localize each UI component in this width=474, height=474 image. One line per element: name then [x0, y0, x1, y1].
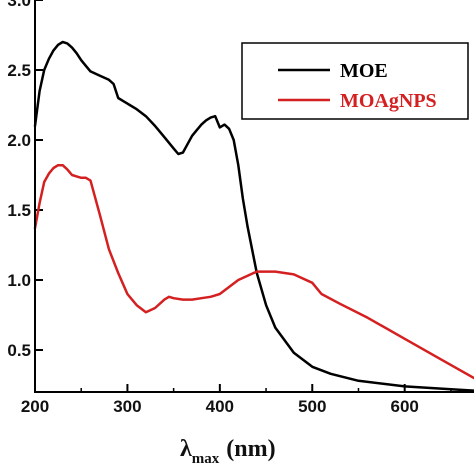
x-axis-title-symbol: λ [180, 436, 192, 462]
y-tick-label: 1.5 [7, 201, 31, 220]
x-tick-labels: 200 300 400 500 600 [21, 397, 419, 416]
x-axis-title: λmax (nm) [180, 436, 276, 467]
x-tick-label: 400 [206, 397, 234, 416]
y-tick-labels: 0.5 1.0 1.5 2.0 2.5 3.0 [7, 0, 31, 360]
series-line-moagnps [33, 163, 474, 380]
plot-frame [34, 0, 474, 393]
legend: MOE MOAgNPS [241, 42, 469, 120]
y-tick-label: 3.0 [7, 0, 31, 10]
x-axis-title-subscript: max [192, 451, 220, 467]
series-line-moe [33, 40, 474, 392]
x-tick-label: 500 [298, 397, 326, 416]
y-tick-label: 0.5 [7, 341, 31, 360]
x-tick-label: 200 [21, 397, 49, 416]
x-tick-label: 300 [113, 397, 141, 416]
legend-label-moagnps: MOAgNPS [340, 90, 437, 112]
x-axis-title-unit: (nm) [226, 436, 275, 462]
series-lines [33, 40, 474, 392]
legend-label-moe: MOE [340, 60, 388, 82]
y-tick-label: 1.0 [7, 271, 31, 290]
y-tick-label: 2.5 [7, 61, 31, 80]
y-tick-label: 2.0 [7, 131, 31, 150]
legend-box [241, 42, 469, 120]
x-tick-label: 600 [390, 397, 418, 416]
